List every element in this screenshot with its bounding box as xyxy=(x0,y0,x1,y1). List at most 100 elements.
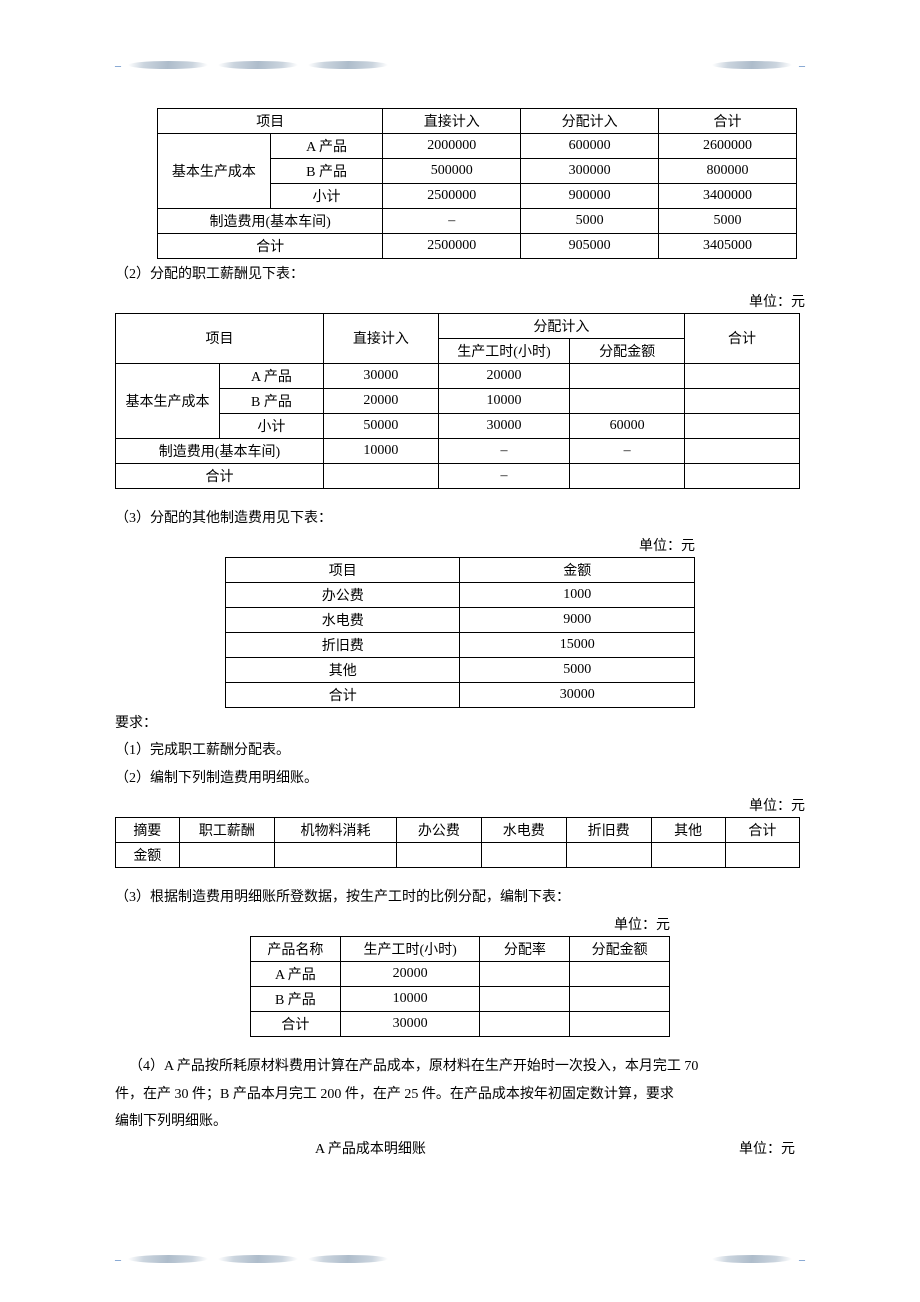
table-other-mfg: 项目 金额 办公费1000 水电费9000 折旧费15000 其他5000 合计… xyxy=(225,557,695,708)
cell: 20000 xyxy=(340,961,480,986)
cell: 15000 xyxy=(460,632,695,657)
th: 折旧费 xyxy=(566,817,651,842)
table-salary-alloc: 项目 直接计入 分配计入 合计 生产工时(小时) 分配金额 基本生产成本 A 产… xyxy=(115,313,800,489)
cell: – xyxy=(438,463,569,488)
cell xyxy=(275,842,397,867)
th-direct: 直接计入 xyxy=(383,109,521,134)
cell xyxy=(651,842,725,867)
row-label: 金额 xyxy=(116,842,180,867)
text-section3: （3）分配的其他制造费用见下表： xyxy=(115,507,805,531)
unit-label: 单位：元 xyxy=(115,914,805,934)
cell: 折旧费 xyxy=(226,632,460,657)
cell: 合计 xyxy=(251,1011,341,1036)
text-req1: （1）完成职工薪酬分配表。 xyxy=(115,739,805,763)
th: 摘要 xyxy=(116,817,180,842)
cell: – xyxy=(438,438,569,463)
cell: 2000000 xyxy=(383,134,521,159)
cell xyxy=(570,986,670,1011)
table-material-cost: 项目 直接计入 分配计入 合计 基本生产成本 A 产品 2000000 6000… xyxy=(157,108,797,259)
cell: 制造费用(基本车间) xyxy=(158,209,383,234)
th-amount: 金额 xyxy=(460,557,695,582)
cell: 合计 xyxy=(116,463,324,488)
cell: 30000 xyxy=(340,1011,480,1036)
cell: B 产品 xyxy=(251,986,341,1011)
th-project: 项目 xyxy=(226,557,460,582)
unit-label: 单位：元 xyxy=(739,1138,795,1158)
cell: 制造费用(基本车间) xyxy=(116,438,324,463)
cell: 10000 xyxy=(340,986,480,1011)
text-requirements: 要求： xyxy=(115,712,805,736)
cell: 1000 xyxy=(460,582,695,607)
cell xyxy=(480,986,570,1011)
cell xyxy=(480,961,570,986)
th: 分配率 xyxy=(480,936,570,961)
th-direct: 直接计入 xyxy=(323,313,438,363)
cell: 小计 xyxy=(270,184,383,209)
cell: – xyxy=(570,438,685,463)
cell: 办公费 xyxy=(226,582,460,607)
cell: 2500000 xyxy=(383,184,521,209)
text-req3: （3）根据制造费用明细账所登数据，按生产工时的比例分配，编制下表： xyxy=(115,886,805,910)
cell: 60000 xyxy=(570,413,685,438)
cell xyxy=(685,388,800,413)
cell xyxy=(323,463,438,488)
cell: 2500000 xyxy=(383,234,521,259)
cell: 500000 xyxy=(383,159,521,184)
th-project: 项目 xyxy=(116,313,324,363)
label-basic-cost: 基本生产成本 xyxy=(116,363,220,438)
cell xyxy=(397,842,482,867)
header-decoration: – – xyxy=(115,58,805,78)
unit-label: 单位：元 xyxy=(115,291,805,311)
th-hours: 生产工时(小时) xyxy=(438,338,569,363)
cell xyxy=(685,363,800,388)
cell: 2600000 xyxy=(659,134,797,159)
cell: B 产品 xyxy=(219,388,323,413)
cell: 20000 xyxy=(323,388,438,413)
cell: 20000 xyxy=(438,363,569,388)
cell: 10000 xyxy=(323,438,438,463)
cell: A 产品 xyxy=(251,961,341,986)
th: 合计 xyxy=(725,817,799,842)
cell xyxy=(179,842,274,867)
th: 其他 xyxy=(651,817,725,842)
cell: 300000 xyxy=(521,159,659,184)
unit-label: 单位：元 xyxy=(115,535,805,555)
cell: A 产品 xyxy=(270,134,383,159)
th: 职工薪酬 xyxy=(179,817,274,842)
text-req4c: 编制下列明细账。 xyxy=(115,1110,805,1134)
cell xyxy=(570,363,685,388)
cell: 30000 xyxy=(438,413,569,438)
th: 生产工时(小时) xyxy=(340,936,480,961)
cell: 9000 xyxy=(460,607,695,632)
th: 分配金额 xyxy=(570,936,670,961)
th-amount: 分配金额 xyxy=(570,338,685,363)
cell: 30000 xyxy=(323,363,438,388)
cell: 小计 xyxy=(219,413,323,438)
cell xyxy=(570,1011,670,1036)
th: 水电费 xyxy=(481,817,566,842)
cell: 10000 xyxy=(438,388,569,413)
cell xyxy=(725,842,799,867)
cell xyxy=(481,842,566,867)
th-total: 合计 xyxy=(659,109,797,134)
cell: B 产品 xyxy=(270,159,383,184)
cell: 900000 xyxy=(521,184,659,209)
cell: 30000 xyxy=(460,682,695,707)
cell xyxy=(685,463,800,488)
table-mfg-ledger: 摘要 职工薪酬 机物料消耗 办公费 水电费 折旧费 其他 合计 金额 xyxy=(115,817,800,868)
cell: 5000 xyxy=(659,209,797,234)
table-title-a: A 产品成本明细账 xyxy=(315,1138,426,1158)
table-alloc-by-hours: 产品名称 生产工时(小时) 分配率 分配金额 A 产品 20000 B 产品 1… xyxy=(250,936,670,1037)
th: 机物料消耗 xyxy=(275,817,397,842)
cell xyxy=(685,438,800,463)
cell: 合计 xyxy=(226,682,460,707)
cell: 3400000 xyxy=(659,184,797,209)
cell: – xyxy=(383,209,521,234)
cell: 其他 xyxy=(226,657,460,682)
cell xyxy=(570,463,685,488)
th-total: 合计 xyxy=(685,313,800,363)
cell: A 产品 xyxy=(219,363,323,388)
label-basic-cost: 基本生产成本 xyxy=(158,134,271,209)
th-project: 项目 xyxy=(158,109,383,134)
text-req4a: （4）A 产品按所耗原材料费用计算在产品成本，原材料在生产开始时一次投入，本月完… xyxy=(115,1055,805,1079)
